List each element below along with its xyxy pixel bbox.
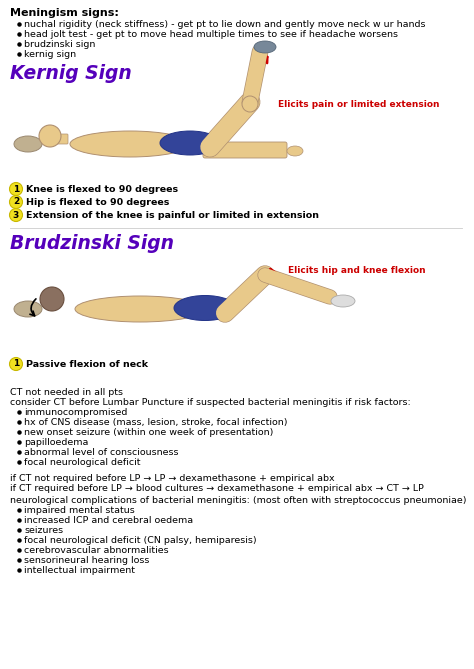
Ellipse shape <box>254 41 276 53</box>
Ellipse shape <box>174 296 236 320</box>
Text: consider CT before Lumbar Puncture if suspected bacterial meningitis if risk fac: consider CT before Lumbar Puncture if su… <box>10 398 411 407</box>
Text: 1: 1 <box>13 185 19 193</box>
Text: hx of CNS disease (mass, lesion, stroke, focal infection): hx of CNS disease (mass, lesion, stroke,… <box>24 418 288 427</box>
Text: focal neurological deficit: focal neurological deficit <box>24 458 140 467</box>
Text: neurological complications of bacterial meningitis: (most often with streptococc: neurological complications of bacterial … <box>10 496 466 505</box>
Circle shape <box>9 209 22 221</box>
Text: CT not needed in all pts: CT not needed in all pts <box>10 388 123 397</box>
Text: immunocompromised: immunocompromised <box>24 408 128 417</box>
Text: if CT not required before LP → LP → dexamethasone + empirical abx: if CT not required before LP → LP → dexa… <box>10 474 335 483</box>
Text: kernig sign: kernig sign <box>24 50 76 59</box>
Text: new onset seizure (within one week of presentation): new onset seizure (within one week of pr… <box>24 428 273 437</box>
Circle shape <box>9 183 22 195</box>
Circle shape <box>9 195 22 209</box>
Text: Kernig Sign: Kernig Sign <box>10 64 132 83</box>
Circle shape <box>39 125 61 147</box>
Ellipse shape <box>14 301 42 317</box>
Text: Elicits hip and knee flexion: Elicits hip and knee flexion <box>288 266 426 275</box>
FancyBboxPatch shape <box>56 134 68 144</box>
Text: brudzinski sign: brudzinski sign <box>24 40 95 49</box>
Ellipse shape <box>14 136 42 152</box>
Text: Passive flexion of neck: Passive flexion of neck <box>26 360 148 369</box>
Circle shape <box>242 96 258 112</box>
Text: Brudzinski Sign: Brudzinski Sign <box>10 234 174 253</box>
Text: cerebrovascular abnormalities: cerebrovascular abnormalities <box>24 546 169 555</box>
Text: 3: 3 <box>13 211 19 219</box>
Text: focal neurological deficit (CN palsy, hemiparesis): focal neurological deficit (CN palsy, he… <box>24 536 256 545</box>
Text: head jolt test - get pt to move head multiple times to see if headache worsens: head jolt test - get pt to move head mul… <box>24 30 398 39</box>
FancyBboxPatch shape <box>203 142 287 158</box>
Text: seizures: seizures <box>24 526 63 535</box>
Text: Meningism signs:: Meningism signs: <box>10 8 119 18</box>
Text: intellectual impairment: intellectual impairment <box>24 566 135 575</box>
Text: Extension of the knee is painful or limited in extension: Extension of the knee is painful or limi… <box>26 211 319 220</box>
Ellipse shape <box>287 146 303 156</box>
Text: sensorineural hearing loss: sensorineural hearing loss <box>24 556 149 565</box>
Text: nuchal rigidity (neck stiffness) - get pt to lie down and gently move neck w ur : nuchal rigidity (neck stiffness) - get p… <box>24 20 426 29</box>
Text: Elicits pain or limited extension: Elicits pain or limited extension <box>278 100 439 109</box>
Text: increased ICP and cerebral oedema: increased ICP and cerebral oedema <box>24 516 193 525</box>
Text: if CT required before LP → blood cultures → dexamethasone + empirical abx → CT →: if CT required before LP → blood culture… <box>10 484 424 493</box>
Circle shape <box>9 357 22 371</box>
Text: Knee is flexed to 90 degrees: Knee is flexed to 90 degrees <box>26 185 178 194</box>
Text: papilloedema: papilloedema <box>24 438 88 447</box>
Ellipse shape <box>70 131 190 157</box>
Text: abnormal level of consciousness: abnormal level of consciousness <box>24 448 179 457</box>
Text: 1: 1 <box>13 359 19 369</box>
Circle shape <box>40 287 64 311</box>
Ellipse shape <box>331 295 355 307</box>
Text: Hip is flexed to 90 degrees: Hip is flexed to 90 degrees <box>26 198 169 207</box>
Text: impaired mental status: impaired mental status <box>24 506 135 515</box>
Ellipse shape <box>75 296 205 322</box>
Text: 2: 2 <box>13 197 19 207</box>
Ellipse shape <box>160 131 220 155</box>
